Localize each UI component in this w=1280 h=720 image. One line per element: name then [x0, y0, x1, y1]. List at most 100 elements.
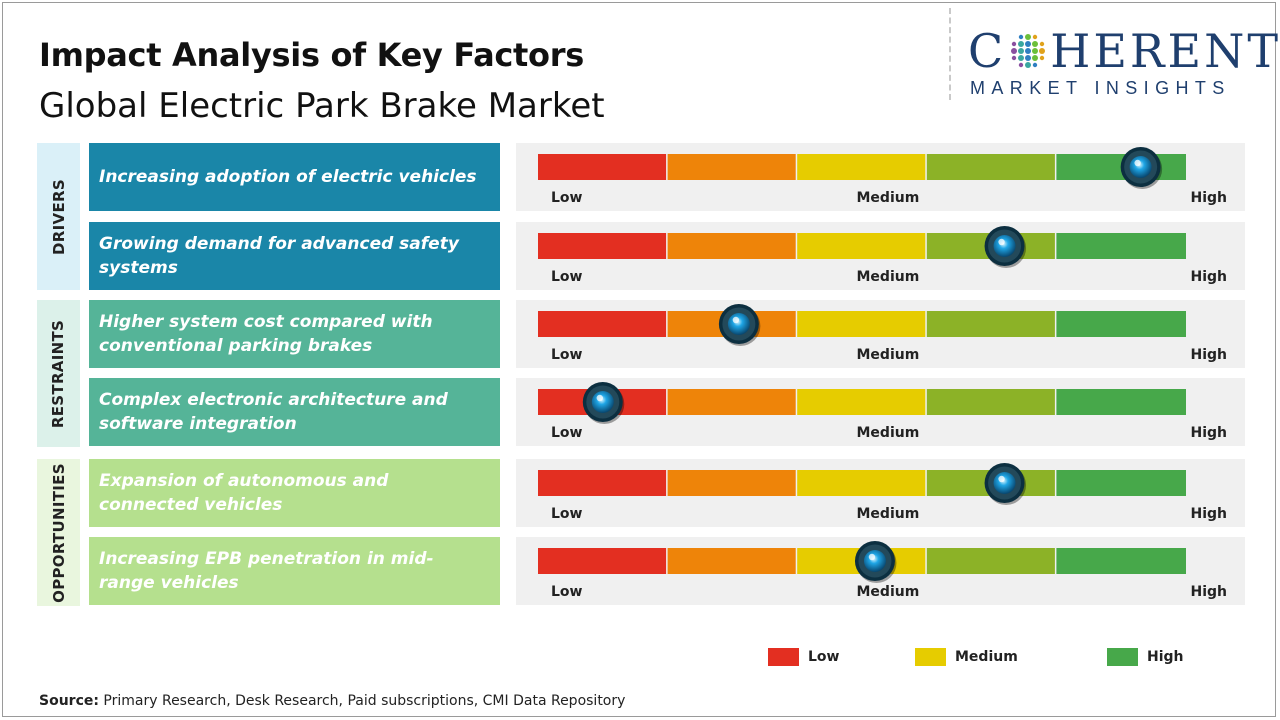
gauge-label-high: High [1190, 425, 1227, 441]
logo-dot [1025, 62, 1032, 68]
logo-dot [1032, 48, 1039, 54]
company-logo: C HERENT MARKET INSIGHTS [968, 28, 1278, 100]
gauge-segment [797, 154, 926, 180]
gauge-label-high: High [1190, 347, 1227, 363]
gauge-label-medium: Medium [857, 425, 920, 441]
legend-swatch [915, 648, 946, 666]
gauge-label-medium: Medium [857, 269, 920, 285]
impact-gauge: Low Medium High [516, 300, 1245, 368]
logo-letter-c: C [968, 24, 1007, 78]
gauge-label-low: Low [551, 190, 583, 206]
gauge-segment [667, 389, 796, 415]
logo-dot [1012, 41, 1017, 47]
gauge-label-high: High [1190, 190, 1227, 206]
legend-swatch [768, 648, 799, 666]
gauge-segment [797, 233, 926, 259]
logo-dot [1018, 55, 1025, 61]
impact-marker [984, 463, 1027, 505]
category-label: OPPORTUNITIES [49, 462, 68, 603]
category-drivers: DRIVERS [37, 143, 80, 290]
logo-dot-mark-icon [1006, 31, 1050, 71]
impact-gauge: Low Medium High [516, 537, 1245, 605]
legend-item-medium: Medium [915, 647, 1018, 667]
logo-dot [1018, 48, 1025, 54]
gauge-segment [926, 548, 1055, 574]
gauge-label-medium: Medium [857, 347, 920, 363]
logo-dot [1018, 41, 1025, 47]
logo-dot [1025, 55, 1032, 61]
gauge-segment [538, 470, 667, 496]
category-label: RESTRAINTS [49, 319, 68, 428]
gauge-label-low: Low [551, 347, 583, 363]
gauge-segment [1056, 389, 1186, 415]
gauge-segment [1056, 548, 1186, 574]
gauge-segment [926, 389, 1055, 415]
gauge-segment [667, 233, 796, 259]
gauge-segment [1056, 470, 1186, 496]
page-title: Impact Analysis of Key Factors [39, 36, 584, 74]
gauge-label-low: Low [551, 269, 583, 285]
gauge-segment [1056, 311, 1186, 337]
impact-gauge: Low Medium High [516, 222, 1245, 290]
impact-gauge: Low Medium High [516, 143, 1245, 211]
gauge-label-medium: Medium [857, 190, 920, 206]
gauge-segment [667, 154, 796, 180]
logo-divider [949, 8, 951, 100]
logo-dot [1025, 48, 1032, 54]
legend-label: High [1147, 649, 1184, 665]
gauge-segment [797, 389, 926, 415]
factor-label: Increasing EPB penetration in mid-range … [89, 537, 500, 605]
gauge-label-high: High [1190, 269, 1227, 285]
impact-marker [718, 304, 761, 346]
gauge-segment [538, 233, 667, 259]
gauge-segment [797, 311, 926, 337]
gauge-segment [538, 154, 667, 180]
factor-label: Higher system cost compared with convent… [89, 300, 500, 368]
category-restraints: RESTRAINTS [37, 300, 80, 447]
legend-label: Medium [955, 649, 1018, 665]
factor-label: Expansion of autonomous and connected ve… [89, 459, 500, 527]
gauge-label-medium: Medium [857, 506, 920, 522]
logo-dot [1019, 62, 1024, 68]
gauge-segment [926, 311, 1055, 337]
logo-dot [1033, 34, 1038, 40]
gauge-segment [1056, 233, 1186, 259]
factor-label: Increasing adoption of electric vehicles [89, 143, 500, 211]
gauge-segment [797, 470, 926, 496]
legend-swatch [1107, 648, 1138, 666]
factor-label: Complex electronic architecture and soft… [89, 378, 500, 446]
logo-dot [1040, 41, 1045, 47]
factor-label: Growing demand for advanced safety syste… [89, 222, 500, 290]
gauge-label-medium: Medium [857, 584, 920, 600]
gauge-segment [667, 470, 796, 496]
impact-marker [582, 382, 625, 424]
chart-legend: Low Medium High [0, 647, 1280, 667]
legend-item-high: High [1107, 647, 1184, 667]
gauge-label-low: Low [551, 425, 583, 441]
logo-dot [1039, 48, 1046, 54]
gauge-label-high: High [1190, 506, 1227, 522]
logo-dot [1032, 55, 1039, 61]
impact-marker [984, 226, 1027, 268]
source-text: Primary Research, Desk Research, Paid su… [103, 693, 626, 709]
gauge-segment [538, 548, 667, 574]
category-label: DRIVERS [49, 178, 68, 255]
gauge-label-low: Low [551, 584, 583, 600]
gauge-segment [667, 548, 796, 574]
gauge-label-low: Low [551, 506, 583, 522]
legend-label: Low [808, 649, 840, 665]
gauge-segment [926, 154, 1055, 180]
logo-dot [1019, 34, 1024, 40]
impact-marker [854, 541, 897, 583]
logo-letters-herent: HERENT [1050, 24, 1280, 78]
logo-dot [1032, 41, 1039, 47]
source-label: Source: [39, 693, 99, 709]
gauge-label-high: High [1190, 584, 1227, 600]
logo-dot [1025, 41, 1032, 47]
impact-gauge: Low Medium High [516, 378, 1245, 446]
logo-dot [1012, 55, 1017, 61]
impact-gauge: Low Medium High [516, 459, 1245, 527]
legend-item-low: Low [768, 647, 839, 667]
category-opportunities: OPPORTUNITIES [37, 459, 80, 606]
